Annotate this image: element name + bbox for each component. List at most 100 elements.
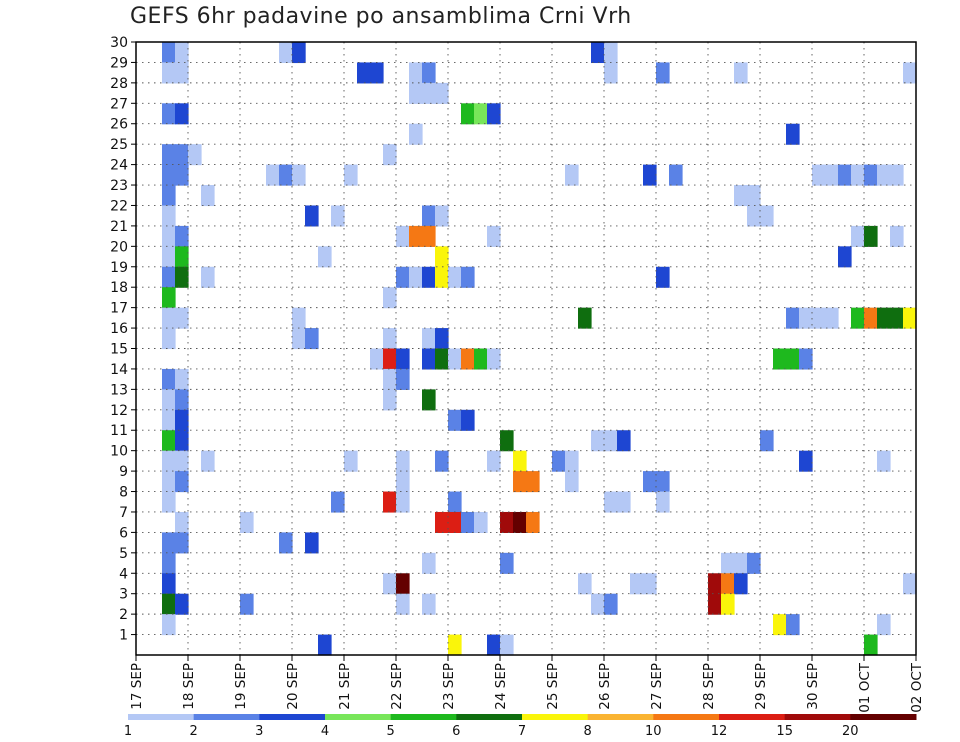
heatmap-cell: [383, 348, 397, 370]
y-tick-label: 10: [110, 444, 128, 460]
heatmap-cell: [461, 348, 475, 370]
y-tick-label: 8: [119, 485, 128, 501]
legend-swatch: [784, 714, 851, 720]
heatmap-cell: [175, 450, 189, 472]
heatmap-cell: [383, 144, 397, 166]
legend-swatch: [456, 714, 523, 720]
heatmap-cell: [656, 491, 670, 513]
heatmap-cell: [162, 389, 176, 411]
heatmap-cell: [279, 42, 293, 64]
heatmap-cell: [565, 164, 579, 186]
heatmap-cell: [578, 573, 592, 595]
heatmap-cell: [175, 225, 189, 247]
heatmap-cell: [396, 266, 410, 288]
heatmap-cell: [201, 450, 215, 472]
heatmap-cell: [331, 205, 345, 227]
y-tick-label: 12: [110, 403, 128, 419]
heatmap-cell: [760, 205, 774, 227]
legend-label: 5: [387, 724, 395, 739]
legend-swatch: [325, 714, 392, 720]
y-tick-label: 22: [110, 198, 128, 214]
x-tick-label: 29 SEP: [753, 663, 769, 710]
heatmap-cell: [292, 42, 306, 64]
y-tick-label: 27: [110, 96, 128, 112]
y-tick-label: 7: [119, 505, 128, 521]
heatmap-cell: [500, 634, 514, 656]
heatmap-cell: [162, 103, 176, 125]
heatmap-cell: [747, 552, 761, 574]
y-tick-label: 24: [110, 158, 128, 174]
heatmap-cell: [877, 450, 891, 472]
heatmap-cell: [396, 471, 410, 493]
heatmap-cell: [500, 430, 514, 452]
heatmap-cell: [188, 144, 202, 166]
heatmap-cell: [851, 164, 865, 186]
heatmap-cell: [162, 552, 176, 574]
heatmap-cell: [734, 552, 748, 574]
heatmap-cell: [903, 62, 917, 84]
x-tick-label: 27 SEP: [649, 663, 665, 710]
heatmap-cell: [435, 450, 449, 472]
heatmap-cell: [721, 573, 735, 595]
legend-label: 20: [842, 724, 859, 739]
heatmap-cell: [162, 491, 176, 513]
heatmap-cell: [656, 62, 670, 84]
heatmap-cell: [162, 450, 176, 472]
heatmap-cell: [786, 348, 800, 370]
heatmap-cell: [461, 266, 475, 288]
heatmap-cell: [591, 42, 605, 64]
heatmap-cell: [838, 246, 852, 268]
heatmap-cell: [864, 307, 878, 329]
chart-title: GEFS 6hr padavine po ansamblima Crni Vrh: [130, 4, 632, 29]
heatmap-cell: [825, 164, 839, 186]
heatmap-cell: [799, 307, 813, 329]
heatmap-cell: [461, 409, 475, 431]
heatmap-cell: [747, 205, 761, 227]
x-tick-labels: 17 SEP 18 SEP 19 SEP 20 SEP 21 SEP 22 SEP 23 S…: [129, 662, 925, 713]
heatmap-cell: [162, 430, 176, 452]
heatmap-cell: [630, 573, 644, 595]
heatmap-cell: [175, 144, 189, 166]
y-tick-label: 30: [110, 35, 128, 51]
heatmap-cell: [721, 593, 735, 615]
heatmap-cell: [461, 511, 475, 533]
heatmap-cell: [864, 164, 878, 186]
heatmap-cell: [708, 573, 722, 595]
legend-label: 15: [776, 724, 793, 739]
heatmap-cell: [240, 511, 254, 533]
legend-label: 1: [124, 724, 132, 739]
heatmap-cell: [890, 307, 904, 329]
heatmap-cell: [448, 409, 462, 431]
heatmap-cell: [812, 164, 826, 186]
heatmap-cell: [279, 164, 293, 186]
axis-ticks: [131, 41, 917, 661]
legend-label: 10: [645, 724, 662, 739]
heatmap-cell: [643, 471, 657, 493]
heatmap-cell: [292, 164, 306, 186]
heatmap-cell: [877, 164, 891, 186]
heatmap-cell: [422, 389, 436, 411]
heatmap-cell: [422, 266, 436, 288]
heatmap-cell: [448, 634, 462, 656]
y-tick-label: 6: [119, 525, 128, 541]
heatmap-cell: [526, 471, 540, 493]
legend-label: 7: [518, 724, 526, 739]
grid-lines: [136, 42, 916, 655]
heatmap-cell: [396, 368, 410, 390]
heatmap-cell: [448, 348, 462, 370]
heatmap-cell: [565, 450, 579, 472]
heatmap-cell: [383, 389, 397, 411]
heatmap-cell: [201, 266, 215, 288]
legend-swatch: [587, 714, 654, 720]
y-tick-label: 1: [119, 628, 128, 644]
heatmap-cell: [162, 532, 176, 554]
heatmap-cell: [760, 430, 774, 452]
heatmap-cell: [513, 471, 527, 493]
heatmap-cell: [435, 246, 449, 268]
heatmap-cell: [773, 348, 787, 370]
heatmap-cell: [370, 348, 384, 370]
heatmap-cell: [175, 62, 189, 84]
x-tick-label: 20 SEP: [285, 663, 301, 710]
heatmap-cell: [175, 430, 189, 452]
